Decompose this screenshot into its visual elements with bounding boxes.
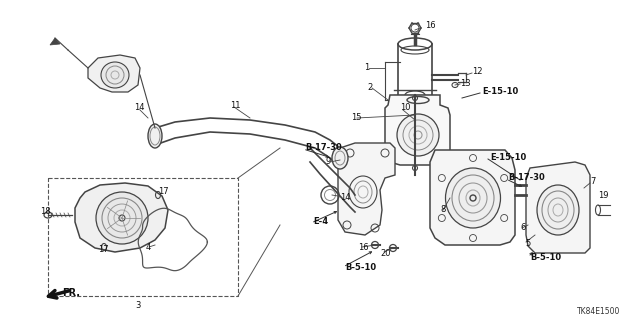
Text: 14: 14 bbox=[340, 194, 351, 203]
Text: 8: 8 bbox=[440, 205, 445, 214]
Text: E-15-10: E-15-10 bbox=[482, 87, 518, 97]
Text: 15: 15 bbox=[351, 114, 362, 122]
Text: 16: 16 bbox=[425, 21, 436, 31]
Polygon shape bbox=[88, 55, 140, 92]
Text: 5: 5 bbox=[525, 239, 531, 248]
Text: 12: 12 bbox=[472, 68, 483, 77]
Text: 11: 11 bbox=[230, 101, 241, 110]
Text: 18: 18 bbox=[40, 207, 51, 217]
Text: 2: 2 bbox=[367, 84, 372, 93]
Text: 4: 4 bbox=[146, 243, 151, 253]
Text: 9: 9 bbox=[325, 158, 330, 167]
Ellipse shape bbox=[148, 124, 162, 148]
Ellipse shape bbox=[101, 62, 129, 88]
Text: 17: 17 bbox=[158, 188, 168, 197]
Ellipse shape bbox=[332, 147, 348, 169]
Text: 20: 20 bbox=[380, 249, 390, 258]
Text: 19: 19 bbox=[598, 191, 609, 201]
Ellipse shape bbox=[397, 114, 439, 156]
Text: B-5-10: B-5-10 bbox=[530, 254, 561, 263]
Polygon shape bbox=[338, 143, 395, 235]
Text: E-15-10: E-15-10 bbox=[490, 153, 526, 162]
Polygon shape bbox=[430, 150, 515, 245]
Text: 10: 10 bbox=[400, 103, 410, 113]
Text: FR.: FR. bbox=[62, 288, 80, 298]
Polygon shape bbox=[526, 162, 590, 253]
Text: B-17-30: B-17-30 bbox=[508, 174, 545, 182]
Text: 6: 6 bbox=[520, 224, 525, 233]
Text: 3: 3 bbox=[135, 301, 141, 310]
Text: 7: 7 bbox=[590, 177, 595, 187]
Ellipse shape bbox=[537, 185, 579, 235]
Text: 13: 13 bbox=[460, 78, 470, 87]
Text: B-5-10: B-5-10 bbox=[345, 263, 376, 272]
Text: E-4: E-4 bbox=[313, 218, 328, 226]
Bar bbox=[48, 178, 238, 296]
Polygon shape bbox=[50, 38, 60, 45]
Text: 16: 16 bbox=[358, 243, 369, 253]
Polygon shape bbox=[385, 95, 450, 165]
Text: 14: 14 bbox=[134, 103, 145, 113]
Ellipse shape bbox=[445, 168, 500, 228]
Ellipse shape bbox=[96, 192, 148, 244]
Text: B-17-30: B-17-30 bbox=[305, 144, 342, 152]
Text: 17: 17 bbox=[98, 246, 109, 255]
Text: 1: 1 bbox=[364, 63, 369, 72]
Polygon shape bbox=[75, 183, 168, 252]
Text: TK84E1500: TK84E1500 bbox=[577, 308, 620, 316]
